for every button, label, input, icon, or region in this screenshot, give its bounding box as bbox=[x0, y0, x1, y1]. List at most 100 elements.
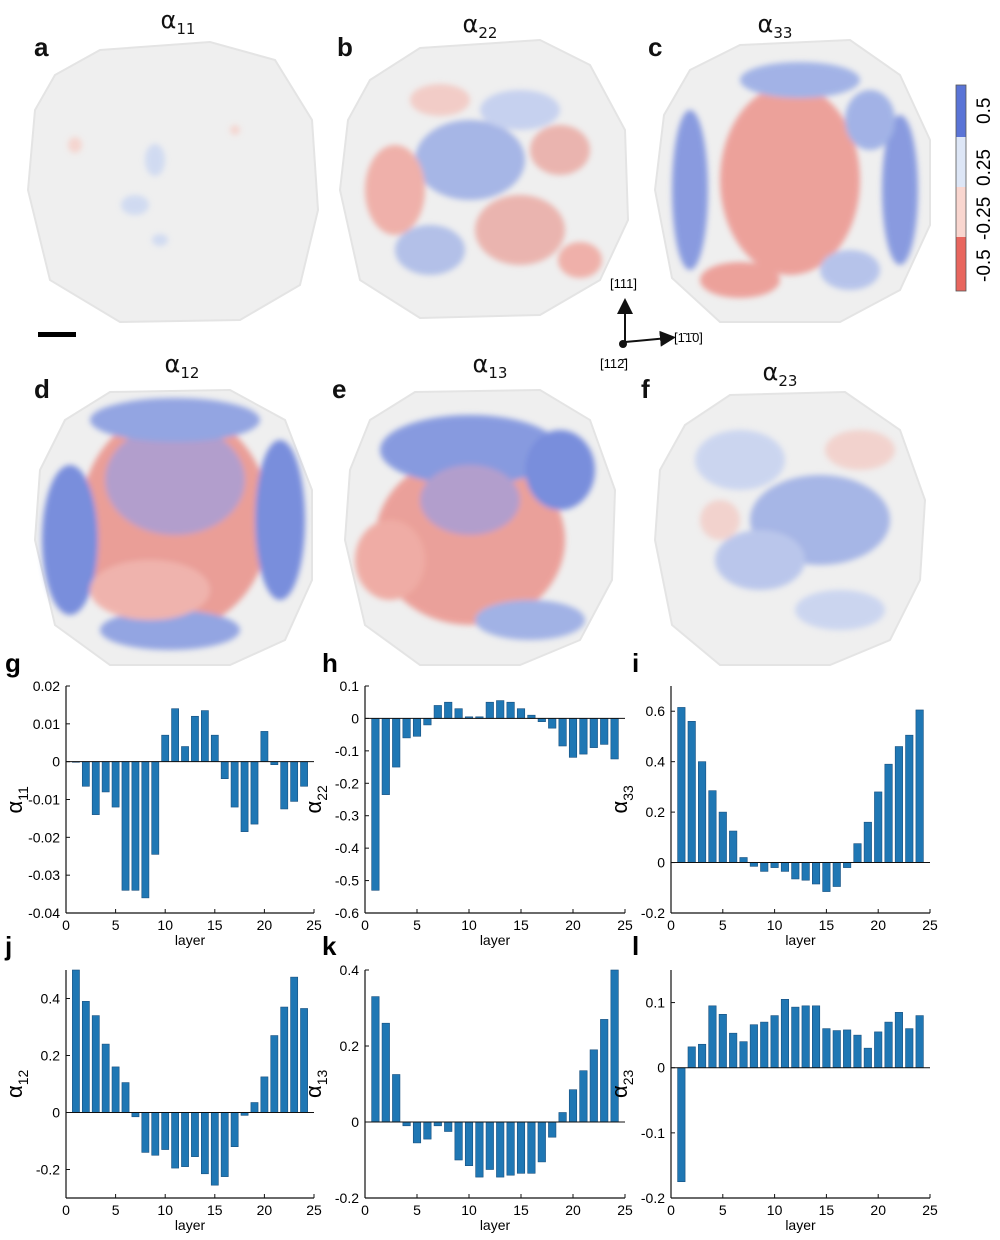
xtick-label-k: 15 bbox=[513, 1202, 529, 1218]
bar-h-layer-6 bbox=[423, 718, 432, 726]
xtick-label-h: 15 bbox=[513, 917, 529, 933]
ytick-label-h: 0 bbox=[351, 710, 359, 726]
bar-l-layer-18 bbox=[853, 1034, 862, 1069]
bar-h-layer-14 bbox=[506, 701, 515, 719]
bar-g-layer-24 bbox=[300, 761, 308, 787]
bar-j-layer-10 bbox=[161, 1112, 170, 1150]
panel-letter-g: g bbox=[5, 648, 21, 678]
chart-g: g -0.04 -0.03 -0.02 -0.01 0 0.01 0.02 0 5 10 15 20 25… bbox=[2, 648, 322, 948]
bar-k-layer-2 bbox=[381, 1022, 390, 1123]
bar-i-layer-17 bbox=[843, 862, 852, 868]
xtick-label-h: 5 bbox=[413, 917, 421, 933]
map-title-a23: α23 bbox=[762, 358, 798, 390]
bar-i-layer-14 bbox=[812, 862, 821, 885]
panel-letter-d: d bbox=[34, 374, 50, 404]
bar-i-layer-23 bbox=[905, 734, 914, 863]
ytick-label-h: 0.1 bbox=[340, 678, 360, 694]
bar-k-layer-23 bbox=[600, 1019, 609, 1123]
bar-j-layer-2 bbox=[81, 1001, 90, 1113]
xtick-label-l: 5 bbox=[719, 1202, 727, 1218]
xtick-label-i: 0 bbox=[667, 917, 675, 933]
panel-letter-b: b bbox=[337, 32, 353, 62]
bar-l-layer-4 bbox=[708, 1005, 717, 1069]
bar-j-layer-14 bbox=[201, 1112, 209, 1175]
bar-j-layer-19 bbox=[250, 1102, 259, 1113]
orientation-axes: [111] [1̄1̄0] [112̄] bbox=[600, 276, 703, 371]
bar-j-layer-9 bbox=[151, 1112, 160, 1156]
xtick-label-j: 25 bbox=[306, 1202, 322, 1218]
colorbar-tick-025: 0.25 bbox=[974, 149, 995, 186]
bar-l-layer-1 bbox=[677, 1067, 686, 1183]
bar-j-layer-5 bbox=[111, 1066, 120, 1113]
bar-g-layer-14 bbox=[201, 710, 209, 762]
ytick-label-g: -0.02 bbox=[28, 829, 60, 845]
bar-h-layer-19 bbox=[558, 718, 567, 747]
ytick-label-i: -0.2 bbox=[641, 905, 665, 921]
bar-h-layer-3 bbox=[392, 718, 401, 768]
bar-l-layer-9 bbox=[760, 1021, 769, 1069]
ylabel-k: α13 bbox=[301, 1069, 330, 1098]
ytick-label-j: -0.2 bbox=[36, 1162, 60, 1178]
xtick-label-j: 15 bbox=[207, 1202, 223, 1218]
bar-i-layer-15 bbox=[822, 862, 831, 892]
bar-i-layer-6 bbox=[729, 830, 738, 863]
bar-k-layer-20 bbox=[568, 1089, 578, 1123]
bar-h-layer-1 bbox=[371, 718, 380, 891]
ytick-label-g: 0.02 bbox=[33, 678, 60, 694]
bar-k-layer-7 bbox=[433, 1121, 442, 1127]
xtick-label-i: 15 bbox=[819, 917, 835, 933]
xlabel-g: layer bbox=[175, 932, 206, 948]
bar-i-layer-22 bbox=[894, 746, 903, 863]
bar-l-layer-23 bbox=[905, 1028, 914, 1069]
bar-k-layer-11 bbox=[475, 1121, 484, 1178]
ylabel-h: α22 bbox=[301, 785, 330, 814]
ytick-label-h: -0.6 bbox=[335, 905, 359, 921]
bar-h-layer-12 bbox=[485, 701, 494, 719]
bar-j-layer-21 bbox=[270, 1035, 279, 1113]
bar-h-layer-7 bbox=[433, 705, 442, 719]
ylabel-i: α33 bbox=[607, 785, 636, 814]
xlabel-k: layer bbox=[480, 1217, 511, 1233]
scale-bar bbox=[38, 332, 76, 337]
bar-i-layer-24 bbox=[915, 709, 924, 863]
axis-label-111: [111] bbox=[610, 276, 637, 291]
bar-i-layer-9 bbox=[760, 862, 769, 872]
map-d12-volume bbox=[33, 388, 313, 666]
axis-label-11-2: [112̄] bbox=[600, 356, 628, 371]
bar-g-layer-13 bbox=[191, 715, 199, 762]
bar-l-layer-19 bbox=[863, 1047, 872, 1069]
bar-j-layer-11 bbox=[171, 1112, 179, 1169]
bar-j-layer-7 bbox=[131, 1112, 140, 1118]
bar-l-layer-21 bbox=[884, 1021, 893, 1069]
xtick-label-g: 5 bbox=[112, 917, 120, 933]
ytick-label-l: -0.1 bbox=[641, 1125, 665, 1141]
bar-l-layer-22 bbox=[894, 1012, 903, 1069]
panel-letter-l: l bbox=[632, 931, 639, 961]
bar-i-layer-16 bbox=[832, 862, 841, 887]
bar-l-layer-10 bbox=[770, 1015, 779, 1069]
bar-k-layer-5 bbox=[412, 1121, 422, 1144]
xtick-label-l: 10 bbox=[767, 1202, 783, 1218]
bar-l-layer-12 bbox=[791, 1006, 800, 1069]
colorbar-tick-neg025: -0.25 bbox=[974, 197, 995, 240]
bar-g-layer-17 bbox=[230, 761, 239, 808]
axis-label-1-10: [1̄1̄0] bbox=[674, 330, 703, 345]
bar-k-layer-18 bbox=[548, 1121, 557, 1138]
bar-i-layer-10 bbox=[770, 862, 779, 868]
bar-k-layer-21 bbox=[579, 1070, 588, 1123]
ytick-label-i: 0.2 bbox=[646, 804, 666, 820]
bar-k-layer-10 bbox=[464, 1121, 474, 1167]
ytick-label-i: 0.4 bbox=[646, 754, 666, 770]
colorbar-segment-mid-high bbox=[956, 137, 966, 187]
bar-l-layer-14 bbox=[812, 1005, 821, 1069]
bar-j-layer-17 bbox=[230, 1112, 239, 1148]
bar-g-layer-9 bbox=[151, 761, 160, 855]
bar-h-layer-24 bbox=[610, 718, 619, 760]
bar-j-layer-13 bbox=[191, 1112, 199, 1157]
xtick-label-k: 25 bbox=[617, 1202, 633, 1218]
xtick-label-l: 25 bbox=[922, 1202, 938, 1218]
bar-i-layer-12 bbox=[791, 862, 800, 880]
xtick-label-i: 5 bbox=[719, 917, 727, 933]
